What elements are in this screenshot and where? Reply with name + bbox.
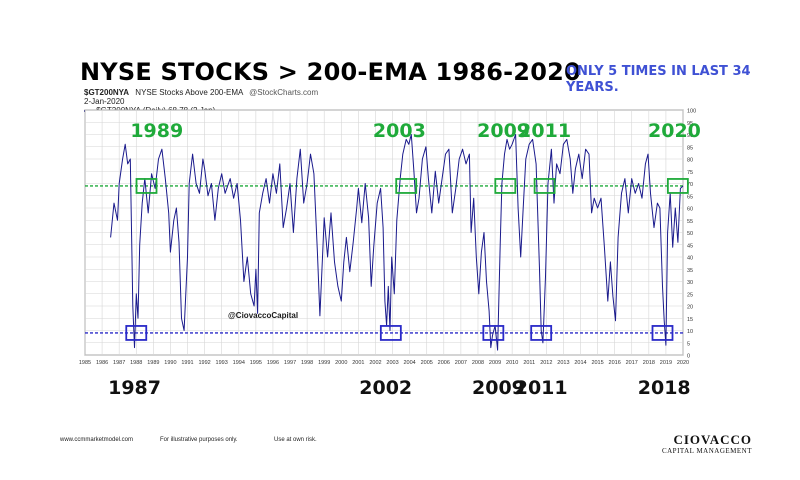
y-tick-label: 20 xyxy=(687,305,693,311)
y-tick-label: 35 xyxy=(687,268,693,274)
y-tick-label: 75 xyxy=(687,170,693,176)
y-tick-label: 0 xyxy=(687,354,690,360)
x-tick-label: 2012 xyxy=(540,360,552,366)
lower-year-label: 2018 xyxy=(638,377,691,399)
upper-year-label: 2020 xyxy=(648,120,701,142)
brand-name: CIOVACCO xyxy=(673,432,752,447)
x-tick-label: 1999 xyxy=(318,360,330,366)
x-tick-label: 1995 xyxy=(250,360,262,366)
x-tick-label: 2008 xyxy=(472,360,484,366)
chart-description: NYSE Stocks Above 200-EMA xyxy=(135,88,243,97)
y-tick-label: 100 xyxy=(687,109,696,115)
y-tick-label: 50 xyxy=(687,231,693,237)
grid xyxy=(84,109,684,356)
x-tick-label: 1990 xyxy=(164,360,176,366)
x-tick-label: 2013 xyxy=(557,360,569,366)
x-tick-label: 1989 xyxy=(147,360,159,366)
footer-site: www.ccmmarketmodel.com xyxy=(60,437,134,443)
y-tick-label: 85 xyxy=(687,145,693,151)
lower-year-label: 1987 xyxy=(108,377,161,399)
x-tick-label: 1991 xyxy=(181,360,193,366)
x-tick-label: 2020 xyxy=(677,360,689,366)
series xyxy=(110,134,684,351)
y-tick-label: 25 xyxy=(687,292,693,298)
y-tick-label: 70 xyxy=(687,182,693,188)
x-tick-label: 2018 xyxy=(643,360,655,366)
x-tick-label: 1986 xyxy=(96,360,108,366)
y-tick-label: 15 xyxy=(687,317,693,323)
x-tick-label: 2000 xyxy=(335,360,347,366)
chart-source: @StockCharts.com xyxy=(249,88,319,97)
footer-disclaimer: For illustrative purposes only. xyxy=(160,437,238,443)
y-tick-label: 80 xyxy=(687,158,693,164)
lower-highlight-box xyxy=(379,325,402,341)
x-tick-label: 1987 xyxy=(113,360,125,366)
chart-symbol: $GT200NYA xyxy=(84,88,130,97)
y-tick-label: 55 xyxy=(687,219,693,225)
upper-highlight-box xyxy=(666,178,689,194)
highlight-boxes xyxy=(125,178,689,341)
x-tick-label: 2015 xyxy=(591,360,603,366)
y-tick-label: 90 xyxy=(687,133,693,139)
y-tick-label: 5 xyxy=(687,341,690,347)
x-tick-label: 1996 xyxy=(267,360,279,366)
x-tick-label: 1985 xyxy=(79,360,91,366)
lower-highlight-box xyxy=(530,325,553,341)
x-tick-label: 2017 xyxy=(626,360,638,366)
x-tick-label: 1992 xyxy=(198,360,210,366)
main-title: NYSE STOCKS > 200-EMA 1986-2020 xyxy=(80,58,581,86)
upper-year-label: 1989 xyxy=(130,120,183,142)
x-tick-label: 2014 xyxy=(574,360,586,366)
x-tick-label: 1988 xyxy=(130,360,142,366)
x-tick-label: 2005 xyxy=(421,360,433,366)
upper-highlight-box xyxy=(533,178,556,194)
x-tick-label: 2007 xyxy=(455,360,467,366)
upper-highlight-box xyxy=(135,178,158,194)
x-tick-label: 1994 xyxy=(233,360,245,366)
upper-year-label: 2003 xyxy=(373,120,426,142)
x-tick-label: 2016 xyxy=(609,360,621,366)
y-tick-label: 40 xyxy=(687,256,693,262)
chart-date: 2-Jan-2020 xyxy=(84,97,125,106)
headline-note: ONLY 5 TIMES IN LAST 34 YEARS. xyxy=(566,64,751,95)
upper-year-label: 2011 xyxy=(518,120,571,142)
chart-header: $GT200NYA NYSE Stocks Above 200-EMA @Sto… xyxy=(84,88,318,97)
x-tick-label: 2011 xyxy=(523,360,535,366)
chart-watermark: @CiovaccoCapital xyxy=(228,311,298,320)
footer-risk: Use at own risk. xyxy=(274,437,317,443)
x-tick-label: 2001 xyxy=(352,360,364,366)
x-tick-label: 2004 xyxy=(404,360,416,366)
y-tick-label: 30 xyxy=(687,280,693,286)
series-line xyxy=(110,134,684,351)
y-tick-label: 10 xyxy=(687,329,693,335)
y-tick-labels: 0 5 10 15 20 25 30 35 40 45 50 55 60 65 70 75 80 85 90 95 10… xyxy=(687,109,696,360)
x-tick-label: 2003 xyxy=(386,360,398,366)
upper-year-label: 2009 xyxy=(477,120,530,142)
x-tick-label: 2002 xyxy=(369,360,381,366)
y-tick-label: 45 xyxy=(687,243,693,249)
brand-subtitle: CAPITAL MANAGEMENT xyxy=(661,447,752,455)
lower-year-label: 2009 xyxy=(472,377,525,399)
x-tick-label: 1993 xyxy=(216,360,228,366)
y-tick-label: 60 xyxy=(687,207,693,213)
x-tick-label: 2010 xyxy=(506,360,518,366)
upper-highlight-box xyxy=(494,178,517,194)
lower-highlight-box xyxy=(482,325,505,341)
x-tick-label: 2006 xyxy=(438,360,450,366)
y-tick-label: 95 xyxy=(687,121,693,127)
lower-year-label: 2002 xyxy=(359,377,412,399)
x-tick-label: 1997 xyxy=(284,360,296,366)
y-tick-label: 65 xyxy=(687,194,693,200)
lower-highlight-box xyxy=(125,325,148,341)
x-tick-label: 1998 xyxy=(301,360,313,366)
x-tick-label: 2019 xyxy=(660,360,672,366)
lower-year-label: 2011 xyxy=(515,377,568,399)
x-tick-labels: 1985 1986 1987 1988 1989 1990 1991 1992 1993 1994… xyxy=(79,360,689,366)
lower-highlight-box xyxy=(651,325,674,341)
upper-highlight-box xyxy=(395,178,418,194)
x-tick-label: 2009 xyxy=(489,360,501,366)
